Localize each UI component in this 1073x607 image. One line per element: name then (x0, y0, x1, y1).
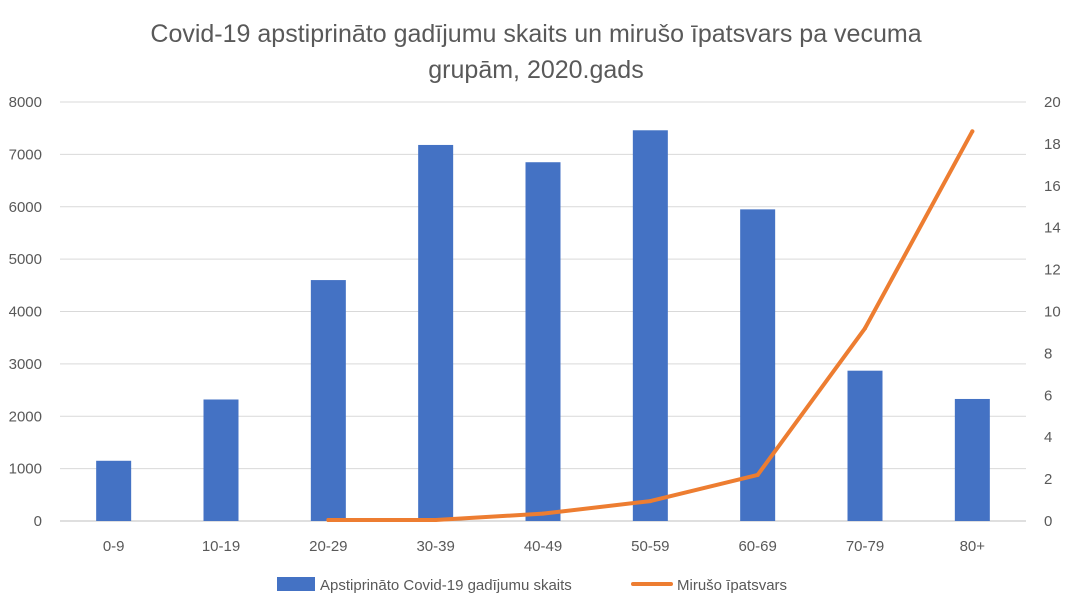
chart-title-line-2: grupām, 2020.gads (428, 56, 643, 84)
category-tick-label: 30-39 (416, 538, 454, 555)
line-point (863, 326, 867, 331)
left-axis-tick-label: 6000 (9, 199, 42, 216)
category-axis-ticks: 0-9 10-19 20-29 30-39 40-49 50-59 60-69 70-79 80… (103, 538, 985, 555)
line-point (970, 129, 975, 134)
category-tick-label: 50-59 (631, 538, 669, 555)
right-axis-ticks: 0 2 4 6 8 10 12 14 16 18 20 (1044, 94, 1061, 530)
category-tick-label: 70-79 (846, 538, 884, 555)
left-axis-tick-label: 0 (34, 513, 42, 530)
left-axis-tick-label: 1000 (9, 461, 42, 478)
bar (632, 130, 668, 521)
category-tick-label: 80+ (960, 538, 986, 555)
category-tick-label: 10-19 (202, 538, 240, 555)
left-axis-tick-label: 5000 (9, 251, 42, 268)
right-axis-tick-label: 2 (1044, 471, 1052, 488)
line-point (648, 499, 653, 504)
category-tick-label: 20-29 (309, 538, 347, 555)
bar (525, 162, 561, 521)
line-point (326, 517, 331, 522)
right-axis-tick-label: 4 (1044, 429, 1052, 446)
right-axis-tick-label: 0 (1044, 513, 1052, 530)
chart-title: Covid-19 apstiprināto gadījumu skaits un… (150, 20, 921, 84)
line-series (326, 129, 975, 522)
legend-label-bars: Apstiprināto Covid-19 gadījumu skaits (320, 577, 572, 594)
category-tick-label: 40-49 (524, 538, 562, 555)
legend-swatch-bars (277, 577, 315, 591)
line-point (755, 472, 760, 477)
right-axis-tick-label: 16 (1044, 178, 1061, 195)
bar-series (96, 130, 990, 521)
right-axis-tick-label: 14 (1044, 220, 1061, 237)
bar (96, 460, 132, 521)
left-axis-tick-label: 4000 (9, 304, 42, 321)
line-point (433, 517, 438, 522)
left-axis-tick-label: 3000 (9, 356, 42, 373)
right-axis-tick-label: 12 (1044, 262, 1061, 279)
left-axis-tick-label: 8000 (9, 94, 42, 111)
left-axis-ticks: 0 1000 2000 3000 4000 5000 6000 7000 8000 (9, 94, 42, 530)
right-axis-tick-label: 20 (1044, 94, 1061, 111)
chart-title-line-1: Covid-19 apstiprināto gadījumu skaits un… (150, 20, 921, 48)
line-point (541, 511, 545, 516)
left-axis-tick-label: 7000 (9, 146, 42, 163)
legend-label-line: Mirušo īpatsvars (677, 577, 787, 594)
left-axis-tick-label: 2000 (9, 408, 42, 425)
category-tick-label: 60-69 (738, 538, 776, 555)
right-axis-tick-label: 6 (1044, 387, 1052, 404)
bar (847, 370, 883, 521)
bar (954, 398, 990, 521)
bar (418, 144, 454, 521)
bar (740, 209, 776, 521)
right-axis-tick-label: 10 (1044, 304, 1061, 321)
right-axis-tick-label: 8 (1044, 345, 1052, 362)
legend: Apstiprināto Covid-19 gadījumu skaits Mi… (277, 577, 787, 594)
category-tick-label: 0-9 (103, 538, 125, 555)
bar (310, 280, 346, 521)
right-axis-tick-label: 18 (1044, 136, 1061, 153)
bar (203, 399, 239, 521)
